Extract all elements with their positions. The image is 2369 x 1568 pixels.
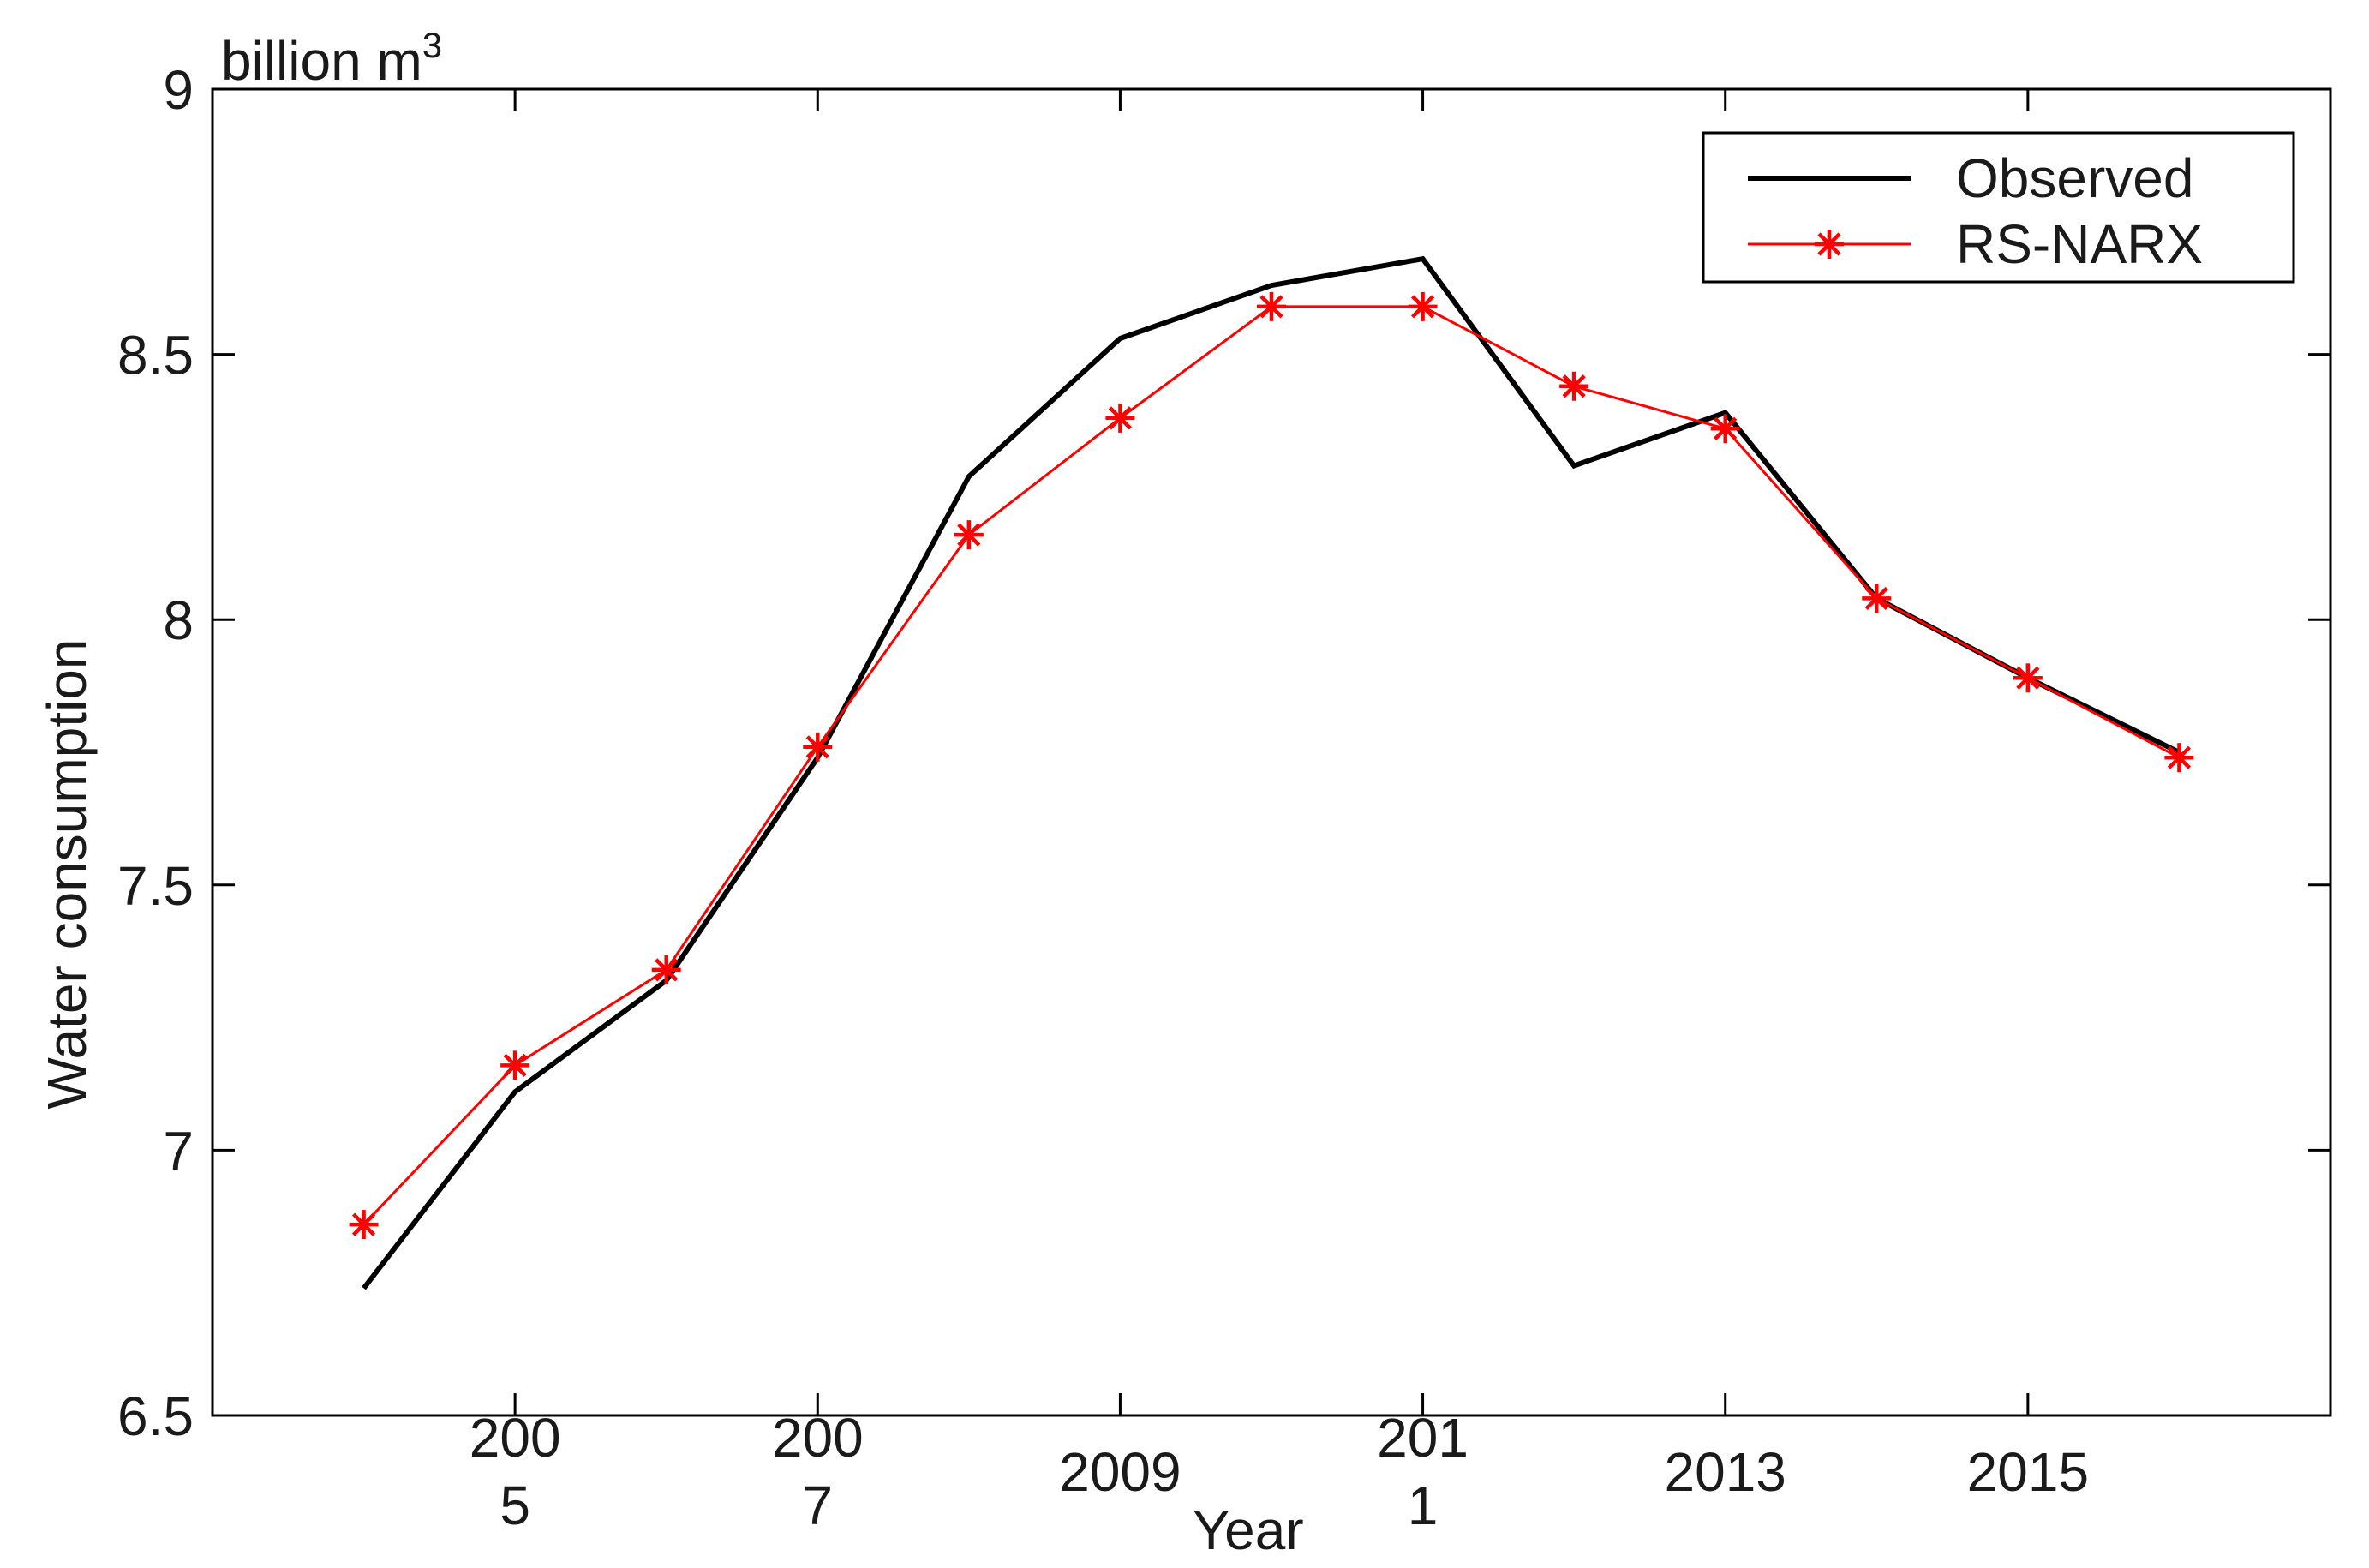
data-point-rs-narx-stroke-3 (2016, 666, 2040, 690)
data-point-rs-narx (1257, 291, 1286, 321)
x-tick-label: 2009 (1059, 1441, 1181, 1503)
data-point-rs-narx-stroke-3 (351, 1212, 376, 1236)
data-point-rs-narx-stroke-3 (1864, 586, 1888, 611)
y-tick-label: 9 (163, 59, 194, 121)
plot-area (349, 255, 2194, 1290)
x-tick-label-line: 5 (500, 1475, 530, 1536)
data-point-rs-narx (1105, 403, 1135, 433)
data-point-rs-narx (1862, 584, 1892, 613)
data-point-rs-narx-stroke-3 (655, 958, 679, 982)
data-point-rs-narx (1710, 414, 1740, 444)
y-tick-label: 8.5 (117, 325, 194, 386)
data-point-rs-narx (651, 955, 681, 984)
data-point-rs-narx-stroke-3 (1562, 374, 1586, 398)
legend-box (1702, 131, 2295, 284)
data-point-rs-narx (954, 520, 984, 550)
data-point-rs-narx-stroke-3 (1259, 295, 1283, 319)
x-tick-label-line: 200 (470, 1407, 561, 1469)
data-point-rs-narx-stroke-3 (1410, 295, 1435, 319)
x-tick-label-line: 201 (1377, 1407, 1469, 1469)
data-point-rs-narx (349, 1210, 379, 1240)
x-tick-label-line: 7 (802, 1475, 833, 1536)
y-tick-label: 7.5 (117, 855, 194, 917)
x-tick-label: 2013 (1665, 1441, 1786, 1503)
legend-observed-label: Observed (1956, 147, 2193, 209)
legend-asterisk-marker (1815, 230, 1844, 259)
x-tick-label-line: 1 (1408, 1475, 1439, 1536)
y-axis-title: Water consumption (36, 639, 98, 1110)
data-point-rs-narx-stroke-3 (2167, 745, 2192, 769)
data-point-rs-narx (1408, 291, 1438, 321)
legend-asterisk-marker-stroke-3 (1817, 232, 1841, 256)
data-point-rs-narx-stroke-3 (503, 1053, 527, 1077)
y-tick-label: 8 (163, 589, 194, 651)
unit-superscript: 3 (422, 25, 442, 65)
unit-label: billion m3 (221, 25, 442, 92)
plot-frame (211, 87, 2332, 1417)
y-tick-label: 7 (163, 1120, 194, 1182)
data-point-rs-narx-stroke-3 (1714, 416, 1738, 440)
axes-frame (211, 87, 2332, 1417)
x-tick-label-line: 200 (772, 1407, 864, 1469)
x-tick-label: 2015 (1967, 1441, 2089, 1503)
legend-rsnarx-marker (1815, 230, 1844, 259)
legend-rsnarx-label: RS-NARX (1956, 213, 2203, 275)
data-point-rs-narx-stroke-3 (1108, 406, 1133, 430)
data-point-rs-narx (500, 1050, 530, 1080)
data-point-rs-narx (1559, 371, 1589, 401)
x-tick-label: 200 7 (772, 1407, 864, 1536)
x-axis-title: Year (1193, 1499, 1303, 1561)
data-point-rs-narx (2013, 663, 2043, 693)
x-tick-label: 200 5 (470, 1407, 561, 1536)
data-point-rs-narx (2164, 743, 2194, 773)
legend: Observed RS-NARX (1702, 131, 2295, 284)
y-tick-label: 6.5 (117, 1385, 194, 1447)
data-point-rs-narx (803, 732, 833, 762)
data-point-rs-narx-stroke-3 (805, 735, 829, 759)
data-point-rs-narx-stroke-3 (957, 523, 981, 547)
y-axis-ticks: 6.5 7 7.5 8 8.5 9 (117, 59, 2330, 1447)
x-tick-label: 201 1 (1377, 1407, 1469, 1536)
